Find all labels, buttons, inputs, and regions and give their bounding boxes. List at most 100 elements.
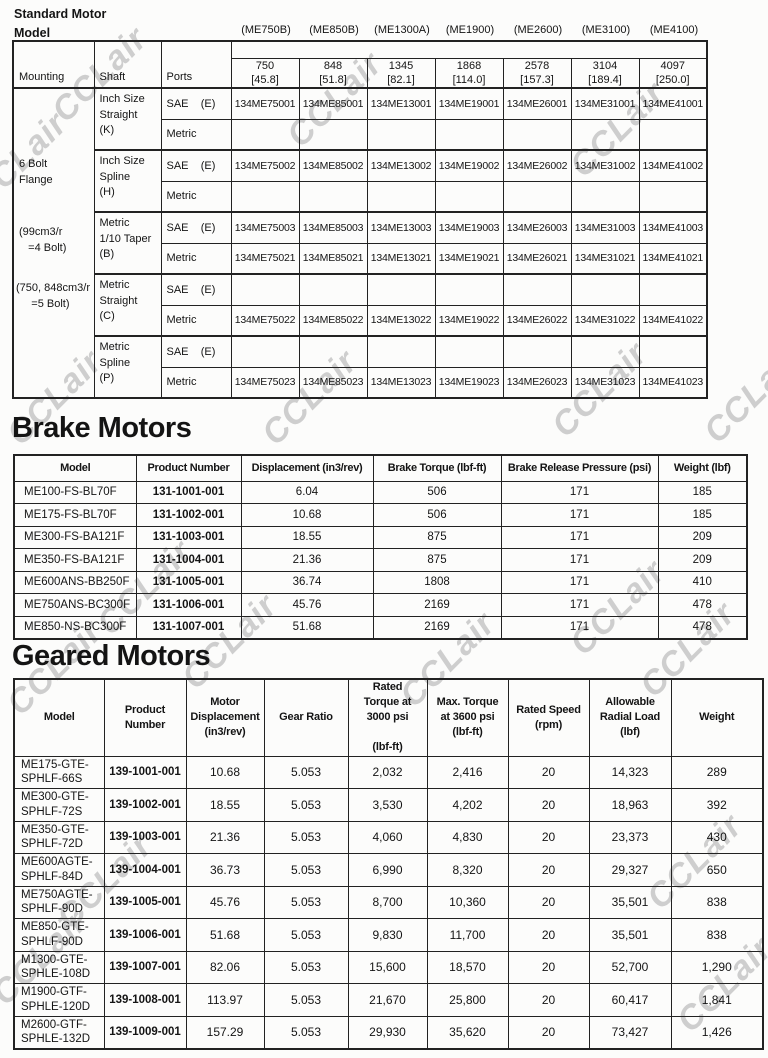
geared-data-row: M1900-GTF- SPHLE-120D 139-1008-001 113.97 5… bbox=[13, 983, 764, 1017]
geared-value-cell: 9,830 bbox=[347, 918, 428, 952]
brake-value-cell: 2169 bbox=[372, 593, 502, 617]
col-header-mounting: Mounting bbox=[12, 40, 95, 89]
geared-value-cell: 60,417 bbox=[588, 983, 672, 1017]
geared-product-number-cell: 139-1001-001 bbox=[103, 755, 187, 789]
model-label: (ME3100) bbox=[581, 24, 631, 36]
product-number-cell bbox=[502, 273, 572, 306]
brake-value-cell: 185 bbox=[657, 480, 748, 504]
brake-col-header: Displacement (in3/rev) bbox=[240, 454, 374, 482]
brake-model-cell: ME300-FS-BA121F bbox=[13, 525, 137, 549]
brake-value-cell: 45.76 bbox=[240, 593, 374, 617]
geared-value-cell: 18,570 bbox=[426, 950, 509, 984]
brake-value-cell: 171 bbox=[500, 525, 659, 549]
geared-value-cell: 36.73 bbox=[185, 853, 265, 887]
col-header-shaft: Shaft bbox=[93, 40, 162, 89]
geared-data-row: ME750AGTE- SPHLF-90D 139-1005-001 45.76 5.0… bbox=[13, 885, 764, 919]
brake-value-cell: 506 bbox=[372, 480, 502, 504]
mounting-cell: 6 Bolt Flange (99cm3/r =4 Bolt) (750, 848c… bbox=[12, 87, 95, 399]
product-number-cell: 134ME31022 bbox=[570, 304, 640, 337]
geared-product-number-cell: 139-1003-001 bbox=[103, 820, 187, 854]
brake-value-cell: 6.04 bbox=[240, 480, 374, 504]
brake-value-cell: 171 bbox=[500, 503, 659, 527]
product-number-cell: 134ME26021 bbox=[502, 242, 572, 275]
sm-header-row: Mounting Shaft Ports bbox=[12, 40, 708, 89]
product-number-cell bbox=[434, 118, 504, 151]
geared-value-cell: 5.053 bbox=[263, 755, 349, 789]
geared-value-cell: 35,620 bbox=[426, 1015, 509, 1049]
product-number-cell bbox=[638, 180, 708, 213]
sm-data-row: Metric Spline (P) SAE (E) bbox=[13, 335, 708, 399]
brake-model-cell: ME350-FS-BA121F bbox=[13, 548, 137, 572]
geared-product-number-cell: 139-1009-001 bbox=[103, 1015, 187, 1049]
brake-value-cell: 21.36 bbox=[240, 548, 374, 572]
brake-product-number-cell: 131-1004-001 bbox=[135, 548, 242, 572]
product-number-cell bbox=[230, 180, 300, 213]
geared-value-cell: 20 bbox=[507, 950, 590, 984]
product-number-cell bbox=[298, 118, 368, 151]
product-number-cell: 134ME41002 bbox=[638, 149, 708, 182]
geared-value-cell: 20 bbox=[507, 820, 590, 854]
product-number-cell bbox=[434, 335, 504, 368]
product-number-cell bbox=[638, 118, 708, 151]
geared-value-cell: 51.68 bbox=[185, 918, 265, 952]
sm-data-row: Metric bbox=[13, 180, 708, 213]
brake-col-header: Product Number bbox=[135, 454, 242, 482]
geared-value-cell: 5.053 bbox=[263, 1015, 349, 1049]
product-number-cell: 134ME31023 bbox=[570, 366, 640, 399]
product-number-cell: 134ME85022 bbox=[298, 304, 368, 337]
geared-data-row: ME300-GTE- SPHLF-72S 139-1002-001 18.55 5.0… bbox=[13, 788, 764, 822]
product-number-cell: 134ME19023 bbox=[434, 366, 504, 399]
shaft-cell: Inch Size Straight (K) bbox=[93, 87, 162, 151]
port-type-cell: SAE (E) bbox=[160, 211, 232, 244]
product-number-cell: 134ME31002 bbox=[570, 149, 640, 182]
brake-value-cell: 171 bbox=[500, 570, 659, 594]
geared-value-cell: 8,320 bbox=[426, 853, 509, 887]
product-number-cell: 134ME41021 bbox=[638, 242, 708, 275]
brake-product-number-cell: 131-1003-001 bbox=[135, 525, 242, 549]
geared-value-cell: 4,060 bbox=[347, 820, 428, 854]
brake-value-cell: 51.68 bbox=[240, 615, 374, 639]
product-number-cell bbox=[366, 118, 436, 151]
product-number-cell: 134ME31021 bbox=[570, 242, 640, 275]
product-number-cell bbox=[230, 273, 300, 306]
brake-value-cell: 185 bbox=[657, 503, 748, 527]
brake-value-cell: 875 bbox=[372, 525, 502, 549]
product-number-cell: 134ME85003 bbox=[298, 211, 368, 244]
product-number-cell: 134ME31001 bbox=[570, 87, 640, 120]
mounting-note: (99cm3/r =4 Bolt) bbox=[19, 226, 67, 254]
geared-data-row: M1300-GTE- SPHLE-108D 139-1007-001 82.06 5.… bbox=[13, 950, 764, 984]
product-number-cell: 134ME85023 bbox=[298, 366, 368, 399]
geared-value-cell: 1,426 bbox=[670, 1015, 764, 1049]
brake-value-cell: 10.68 bbox=[240, 503, 374, 527]
sm-data-row: Metric 134ME75023 134ME85023 134ME13023 134M… bbox=[13, 366, 708, 399]
product-number-cell: 134ME31003 bbox=[570, 211, 640, 244]
brake-data-row: ME850-NS-BC300F 131-1007-001 51.68 2169 171 4… bbox=[13, 615, 748, 639]
geared-value-cell: 52,700 bbox=[588, 950, 672, 984]
geared-value-cell: 838 bbox=[670, 885, 764, 919]
geared-col-header: Rated Speed (rpm) bbox=[507, 678, 590, 757]
brake-value-cell: 209 bbox=[657, 548, 748, 572]
product-number-cell bbox=[502, 335, 572, 368]
brake-data-row: ME100-FS-BL70F 131-1001-001 6.04 506 171 185 bbox=[13, 480, 748, 504]
geared-col-header: Weight bbox=[670, 678, 764, 757]
product-number-cell: 134ME13022 bbox=[366, 304, 436, 337]
geared-value-cell: 29,930 bbox=[347, 1015, 428, 1049]
product-number-cell bbox=[366, 335, 436, 368]
geared-model-cell: ME850-GTE- SPHLF-90D bbox=[13, 918, 105, 952]
product-number-cell: 134ME85002 bbox=[298, 149, 368, 182]
model-label: (ME1900) bbox=[445, 24, 495, 36]
brake-value-cell: 506 bbox=[372, 503, 502, 527]
geared-value-cell: 1,290 bbox=[670, 950, 764, 984]
product-number-cell bbox=[638, 273, 708, 306]
brake-data-row: ME300-FS-BA121F 131-1003-001 18.55 875 171 20… bbox=[13, 525, 748, 549]
geared-value-cell: 157.29 bbox=[185, 1015, 265, 1049]
shaft-cell: Inch Size Spline (H) bbox=[93, 149, 162, 213]
model-displacement-cell: 4097 [250.0] bbox=[638, 57, 708, 89]
geared-model-cell: M1300-GTE- SPHLE-108D bbox=[13, 950, 105, 984]
model-displacement-cell: 750 [45.8] bbox=[230, 57, 300, 89]
brake-value-cell: 1808 bbox=[372, 570, 502, 594]
brake-value-cell: 171 bbox=[500, 615, 659, 639]
brake-col-header: Weight (lbf) bbox=[657, 454, 748, 482]
brake-value-cell: 171 bbox=[500, 593, 659, 617]
